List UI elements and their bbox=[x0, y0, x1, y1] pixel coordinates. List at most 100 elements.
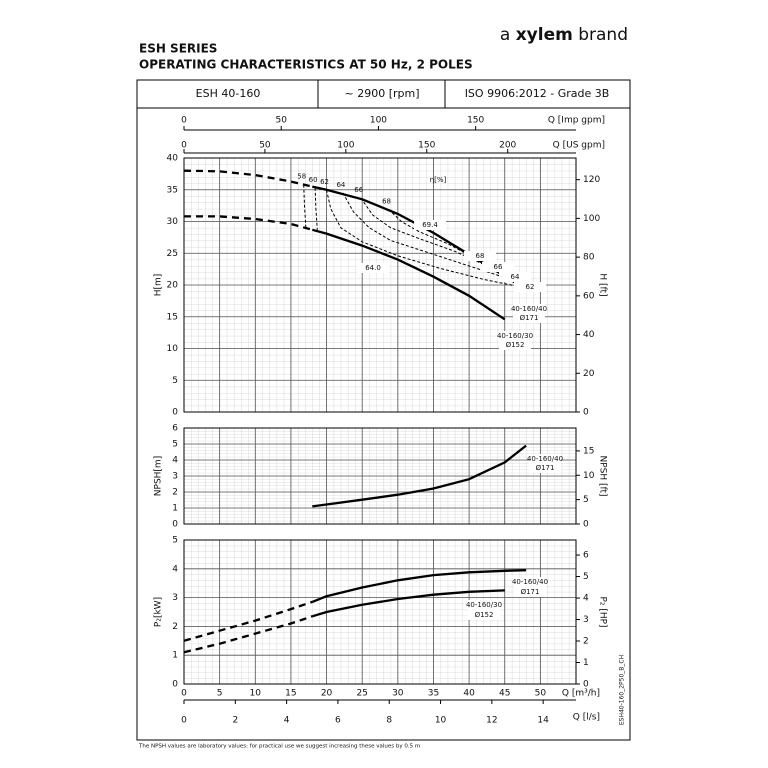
y2-tick-label: 5 bbox=[583, 572, 589, 582]
y-tick-label: 1 bbox=[172, 504, 178, 514]
y-tick-label: 15 bbox=[167, 312, 178, 322]
efficiency-curve bbox=[342, 192, 509, 280]
annotation: Ø171 bbox=[521, 588, 540, 596]
y-tick-label: 4 bbox=[172, 456, 178, 466]
y2-tick-label: 15 bbox=[583, 446, 594, 456]
x-tick-label: 0 bbox=[181, 116, 187, 126]
y2-tick-label: 100 bbox=[583, 214, 600, 224]
annotation: 62 bbox=[526, 283, 535, 291]
label-bg bbox=[414, 220, 446, 230]
y2-tick-label: 3 bbox=[583, 615, 589, 625]
plot-border bbox=[183, 427, 577, 525]
curve bbox=[183, 600, 313, 642]
y-tick-label: 0 bbox=[172, 408, 178, 418]
minor-grid-area bbox=[184, 540, 576, 684]
x-tick-label: 45 bbox=[499, 689, 510, 699]
annotation: Ø152 bbox=[475, 611, 494, 619]
y-tick-label: 2 bbox=[172, 488, 178, 498]
y-tick-label: 0 bbox=[172, 680, 178, 690]
efficiency-curve bbox=[314, 187, 318, 230]
annotation: Ø171 bbox=[536, 464, 555, 472]
label-bg bbox=[464, 251, 496, 261]
annotation: 64 bbox=[511, 273, 520, 281]
efficiency-label: 68 bbox=[382, 197, 391, 205]
label-bg bbox=[513, 313, 545, 323]
y-tick-label: 10 bbox=[167, 344, 179, 354]
annotation: 40-160/40 bbox=[511, 305, 547, 313]
y2-tick-label: 1 bbox=[583, 658, 589, 668]
x-tick-label: 100 bbox=[370, 116, 387, 126]
drawing-code: ESH40-160_2P50_B_CH bbox=[619, 655, 626, 725]
y-tick-label: 1 bbox=[172, 651, 178, 661]
curve bbox=[312, 444, 527, 508]
y-tick-label: 5 bbox=[172, 376, 178, 386]
x-tick-label: 8 bbox=[386, 716, 392, 726]
header-cell: ISO 9906:2012 - Grade 3B bbox=[465, 87, 610, 100]
x-tick-label: 4 bbox=[284, 716, 290, 726]
y-tick-label: 5 bbox=[172, 536, 178, 546]
efficiency-curve bbox=[360, 197, 493, 269]
y2-tick-label: 0 bbox=[583, 520, 589, 530]
y2-tick-label: 120 bbox=[583, 175, 600, 185]
curve bbox=[183, 615, 313, 654]
label-bg bbox=[468, 610, 500, 620]
label-bg bbox=[514, 587, 546, 597]
annotation: 69.4 bbox=[422, 221, 438, 229]
y2-tick-label: 5 bbox=[583, 495, 589, 505]
y-tick-label: 30 bbox=[167, 217, 179, 227]
subtitle: OPERATING CHARACTERISTICS AT 50 Hz, 2 PO… bbox=[139, 58, 473, 72]
y-tick-label: 6 bbox=[172, 424, 178, 434]
annotation: 66 bbox=[494, 263, 503, 271]
y-axis-label: P₂[kW] bbox=[154, 597, 164, 627]
x-tick-label: 100 bbox=[337, 141, 354, 151]
y-tick-label: 2 bbox=[172, 622, 178, 632]
y2-tick-label: 0 bbox=[583, 408, 589, 418]
header-cell: ~ 2900 [rpm] bbox=[344, 87, 419, 100]
x-tick-label: 150 bbox=[418, 141, 435, 151]
x-tick-label: 5 bbox=[217, 689, 223, 699]
efficiency-label: 62 bbox=[320, 178, 329, 186]
y-axis-label: NPSH[m] bbox=[154, 456, 164, 496]
x-tick-label: 10 bbox=[435, 716, 447, 726]
brand-prefix: a bbox=[500, 25, 510, 45]
x-axis-label: Q [US gpm] bbox=[553, 141, 605, 151]
annotation: 40-160/40 bbox=[527, 455, 563, 463]
y2-axis-label: NPSH [ft] bbox=[598, 455, 608, 496]
x-axis-label: Q [l/s] bbox=[573, 713, 600, 723]
x-tick-label: 200 bbox=[499, 141, 516, 151]
annotation: 40-160/30 bbox=[466, 601, 502, 609]
annotation: η[%] bbox=[430, 176, 447, 184]
y-axis-label: H[m] bbox=[154, 274, 164, 297]
label-bg bbox=[529, 454, 561, 464]
plot-border bbox=[183, 157, 577, 413]
y-tick-label: 4 bbox=[172, 564, 178, 574]
y-tick-label: 25 bbox=[167, 249, 178, 259]
y2-axis-label: P₂ [HP] bbox=[598, 596, 608, 627]
y-tick-label: 40 bbox=[167, 154, 179, 164]
x-tick-label: 0 bbox=[181, 716, 187, 726]
annotation: Ø171 bbox=[520, 314, 539, 322]
y-tick-label: 20 bbox=[167, 281, 179, 291]
y2-tick-label: 20 bbox=[583, 369, 595, 379]
label-bg bbox=[468, 600, 500, 610]
x-tick-label: 50 bbox=[259, 141, 271, 151]
brand-suffix: brand bbox=[578, 25, 628, 45]
header-cell: ESH 40-160 bbox=[196, 87, 261, 100]
efficiency-curve bbox=[388, 209, 478, 261]
x-tick-label: 2 bbox=[232, 716, 238, 726]
x-tick-label: 14 bbox=[537, 716, 549, 726]
label-bg bbox=[499, 272, 531, 282]
x-axis-label: Q [m³/h] bbox=[562, 689, 600, 699]
annotation: 68 bbox=[476, 252, 485, 260]
x-tick-label: 50 bbox=[535, 689, 547, 699]
x-tick-label: 20 bbox=[321, 689, 333, 699]
label-bg bbox=[499, 340, 531, 350]
efficiency-label: 60 bbox=[309, 176, 318, 184]
y2-tick-label: 80 bbox=[583, 253, 595, 263]
annotation: 40-160/40 bbox=[512, 578, 548, 586]
y-tick-label: 5 bbox=[172, 440, 178, 450]
y-tick-label: 3 bbox=[172, 472, 178, 482]
curve bbox=[312, 228, 506, 321]
